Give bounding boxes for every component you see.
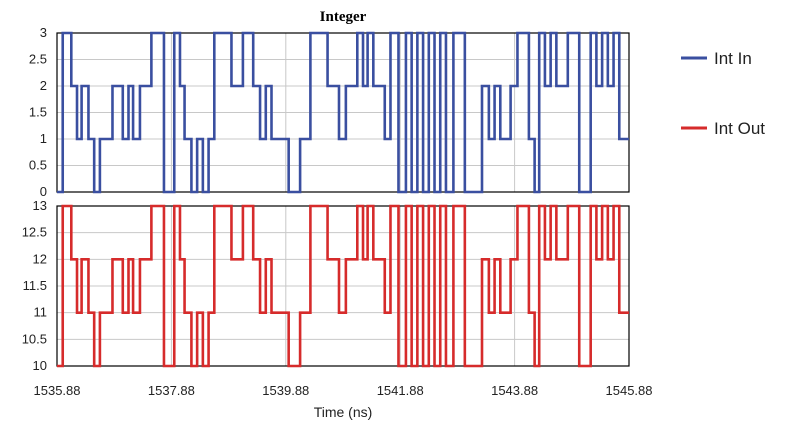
- y-tick-label: 2: [40, 78, 47, 93]
- x-tick-label: 1541.88: [377, 383, 424, 398]
- plot-frame: [56, 32, 630, 193]
- series-line-int-in: [57, 31, 629, 194]
- y-tick-label: 3: [40, 25, 47, 40]
- x-tick-label: 1539.88: [262, 383, 309, 398]
- y-tick-label: 11.5: [23, 278, 47, 293]
- y-tick-label: 1.5: [29, 105, 47, 120]
- plot-frame: [56, 205, 630, 367]
- panel-int-in: 0 0.5 1 1.5 2 2.5 3: [29, 25, 630, 199]
- y-tick-label: 12: [33, 251, 47, 266]
- y-tick-label: 11: [34, 305, 48, 320]
- legend: Int In Int Out: [681, 49, 765, 138]
- y-tick-label: 2.5: [29, 52, 47, 67]
- y-tick-label: 10.5: [22, 331, 47, 346]
- y-tick-label: 0: [40, 184, 47, 199]
- series-line-int-out: [57, 204, 629, 368]
- legend-label: Int Out: [714, 119, 765, 138]
- y-tick-label: 10: [33, 358, 47, 373]
- y-tick-label: 1: [40, 131, 47, 146]
- x-tick-label: 1535.88: [34, 383, 81, 398]
- x-tick-label: 1537.88: [148, 383, 195, 398]
- x-axis-label: Time (ns): [314, 404, 373, 420]
- x-tick-label: 1543.88: [491, 383, 538, 398]
- legend-label: Int In: [714, 49, 752, 68]
- x-tick-label: 1545.88: [606, 383, 653, 398]
- x-tick-labels: 1535.88 1537.88 1539.88 1541.88 1543.88 1545.…: [34, 383, 653, 398]
- panel-int-out: 10 10.5 11 11.5 12 12.5 13: [22, 198, 630, 373]
- y-tick-label: 13: [33, 198, 47, 213]
- chart-title: Integer: [320, 9, 367, 25]
- y-tick-label: 12.5: [22, 225, 47, 240]
- y-tick-label: 0.5: [29, 158, 47, 173]
